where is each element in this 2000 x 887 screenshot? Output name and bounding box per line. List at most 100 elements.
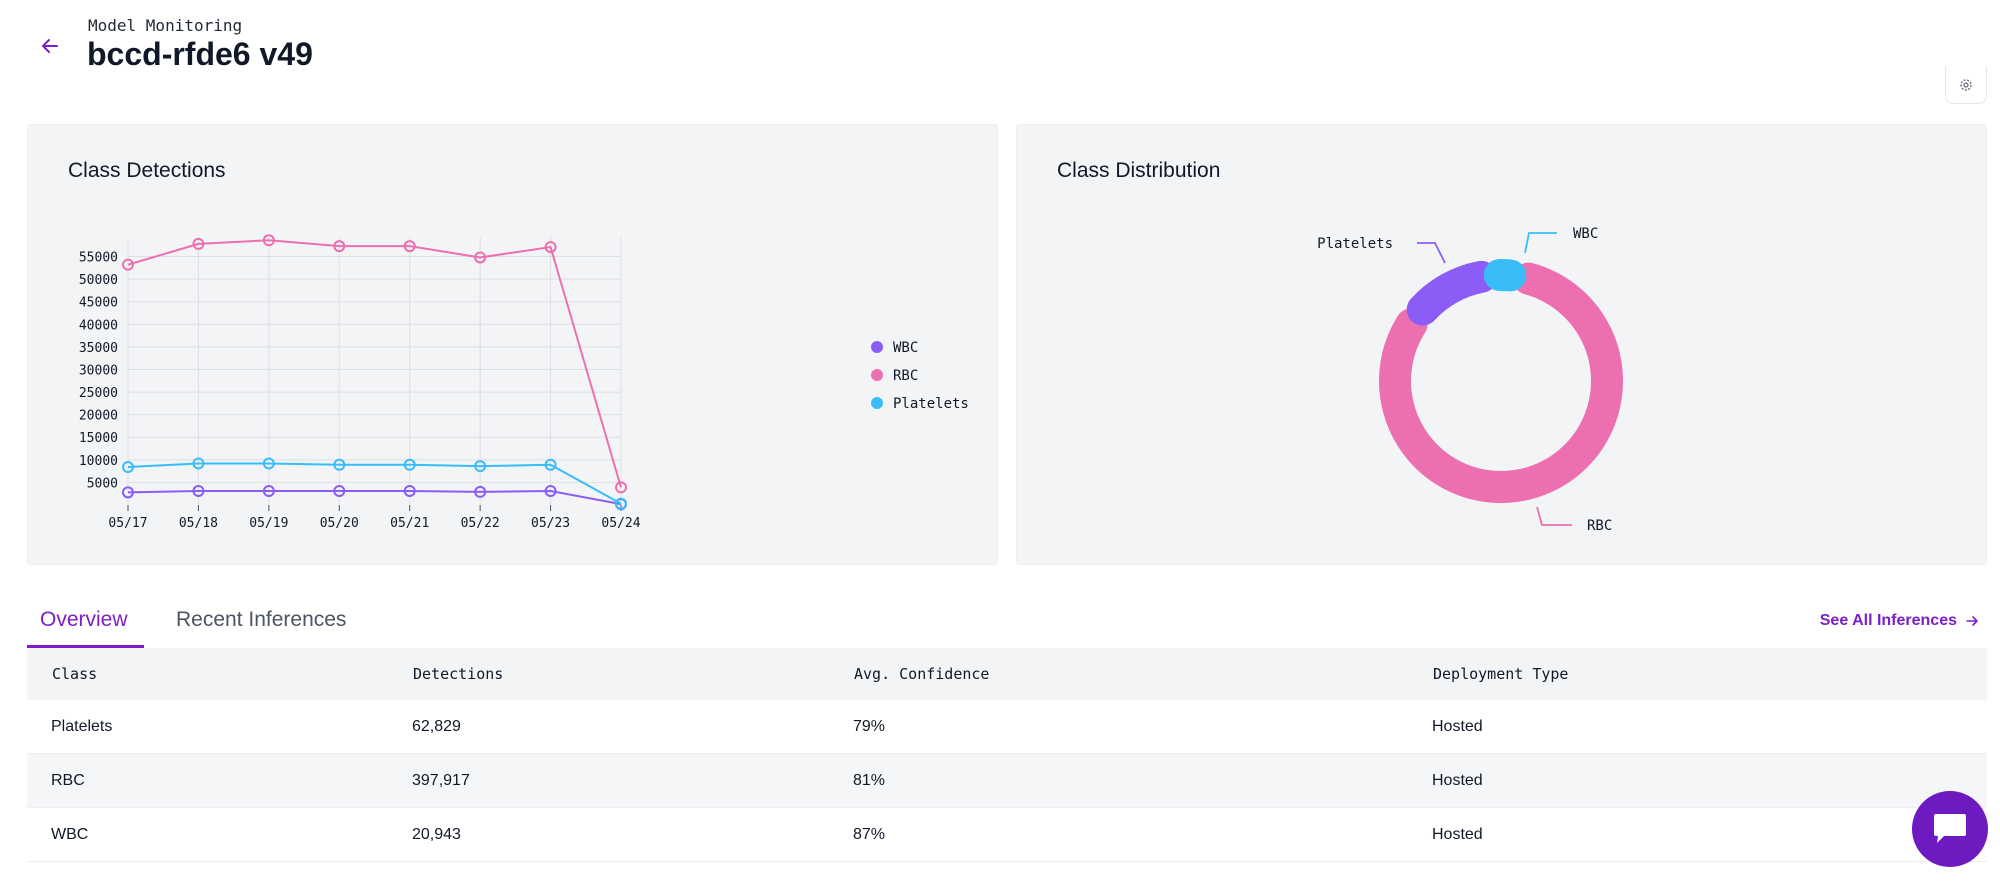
cell-class: Platelets [51,717,113,735]
column-header-avg-confidence: Avg. Confidence [854,665,990,683]
y-tick-label: 10000 [79,454,118,469]
class-distribution-card: Class Distribution RBC Platelets WBC [1016,124,1987,565]
data-point-platelets [403,458,416,471]
column-header-deployment-type: Deployment Type [1433,665,1569,683]
data-point-wbc [474,485,487,498]
table-row: WBC 20,943 87% Hosted [27,808,1987,862]
x-tick-label: 05/17 [108,516,147,531]
x-tick-label: 05/23 [531,516,570,531]
x-tick-label: 05/22 [461,516,500,531]
cell-deployment-type: Hosted [1432,771,1483,789]
data-point-rbc [544,241,557,254]
cell-avg-confidence: 81% [853,771,886,789]
cell-deployment-type: Hosted [1432,825,1483,843]
arrow-right-icon [1966,616,1978,626]
data-point-rbc [474,251,487,264]
tab-recent-inferences[interactable]: Recent Inferences [176,608,347,631]
x-tick-label: 05/18 [179,516,218,531]
page-eyebrow: Model Monitoring [88,16,243,35]
slice-label-wbc: WBC [1573,226,1598,242]
legend-label-platelets: Platelets [893,396,969,412]
data-point-wbc [544,484,557,497]
cell-detections: 62,829 [412,717,461,735]
back-button[interactable] [36,32,64,60]
tab-bar: Overview Recent Inferences See All Infer… [27,597,1987,648]
donut-slice-rbc [1379,262,1623,503]
table-row: RBC 397,917 81% Hosted [27,754,1987,808]
y-tick-label: 20000 [79,409,118,424]
cell-avg-confidence: 87% [853,825,886,843]
slice-label-rbc: RBC [1587,518,1612,534]
page-title: bccd-rfde6 v49 [87,36,313,72]
series-line-platelets [127,462,622,505]
data-point-platelets [615,497,627,510]
x-tick-label: 05/19 [249,516,288,531]
y-tick-label: 40000 [79,318,118,333]
arrow-left-icon [42,39,58,53]
data-point-rbc [615,481,627,494]
data-point-rbc [403,240,416,253]
column-header-detections: Detections [413,665,504,683]
leader-line-wbc [1524,232,1557,254]
cell-class: RBC [51,771,85,789]
data-point-rbc [333,240,346,253]
table-header: Class Detections Avg. Confidence Deploym… [27,648,1987,700]
y-tick-label: 45000 [79,296,118,311]
x-tick-label: 05/21 [390,516,429,531]
leader-line-rbc [1536,506,1572,526]
y-tick-label: 25000 [79,386,118,401]
legend-swatch-platelets [871,397,883,409]
cell-avg-confidence: 79% [853,717,886,735]
class-detections-chart: 55000 50000 45000 40000 35000 30000 25000 20000… [79,234,969,531]
settings-button[interactable] [1945,66,1987,104]
data-point-rbc [122,258,134,271]
cell-detections: 397,917 [412,771,470,789]
data-point-platelets [474,460,487,473]
class-detections-card: Class Detections 55000 50000 45000 40000 350… [27,124,998,565]
data-point-wbc [122,486,134,499]
x-tick-label: 05/24 [601,516,640,531]
data-point-platelets [544,458,557,471]
legend-swatch-rbc [871,369,883,381]
legend-swatch-wbc [871,341,883,353]
slice-label-platelets: Platelets [1317,236,1393,252]
tab-overview[interactable]: Overview [27,597,144,648]
cell-deployment-type: Hosted [1432,717,1483,735]
data-point-rbc [192,237,205,250]
data-point-wbc [192,484,205,497]
class-distribution-chart: RBC Platelets WBC [1317,226,1623,534]
data-point-platelets [333,458,346,471]
see-all-inferences-label: See All Inferences [1819,612,1957,629]
y-tick-label: 50000 [79,273,118,288]
y-tick-label: 15000 [79,431,118,446]
class-distribution-title: Class Distribution [1057,159,1221,182]
y-tick-label: 30000 [79,363,118,378]
donut-slice-platelets [1406,260,1498,326]
series-line-wbc [127,489,622,506]
class-detections-title: Class Detections [68,159,226,182]
data-point-wbc [333,484,346,497]
data-point-rbc [262,234,275,247]
data-point-platelets [192,457,205,470]
data-point-wbc [262,484,275,497]
see-all-inferences-link[interactable]: See All Inferences [1820,612,1979,630]
chat-bubble-icon [1934,814,1966,843]
table-row: Platelets 62,829 79% Hosted [27,700,1987,754]
y-tick-label: 35000 [79,341,118,356]
data-point-platelets [122,461,134,474]
cell-class: WBC [51,825,89,843]
cell-detections: 20,943 [412,825,461,843]
chat-button[interactable] [1912,791,1988,867]
gear-icon [1960,78,1972,91]
legend-label-wbc: WBC [893,340,918,356]
legend-label-rbc: RBC [893,368,918,384]
series-line-rbc [127,239,622,488]
leader-line-platelets [1417,242,1446,264]
overview-table: Class Detections Avg. Confidence Deploym… [27,648,1987,862]
data-point-platelets [262,457,275,470]
x-tick-label: 05/20 [320,516,359,531]
page-header: Model Monitoring bccd-rfde6 v49 [0,0,2000,104]
column-header-class: Class [52,665,98,683]
y-tick-label: 5000 [87,476,118,491]
y-tick-label: 55000 [79,251,118,266]
